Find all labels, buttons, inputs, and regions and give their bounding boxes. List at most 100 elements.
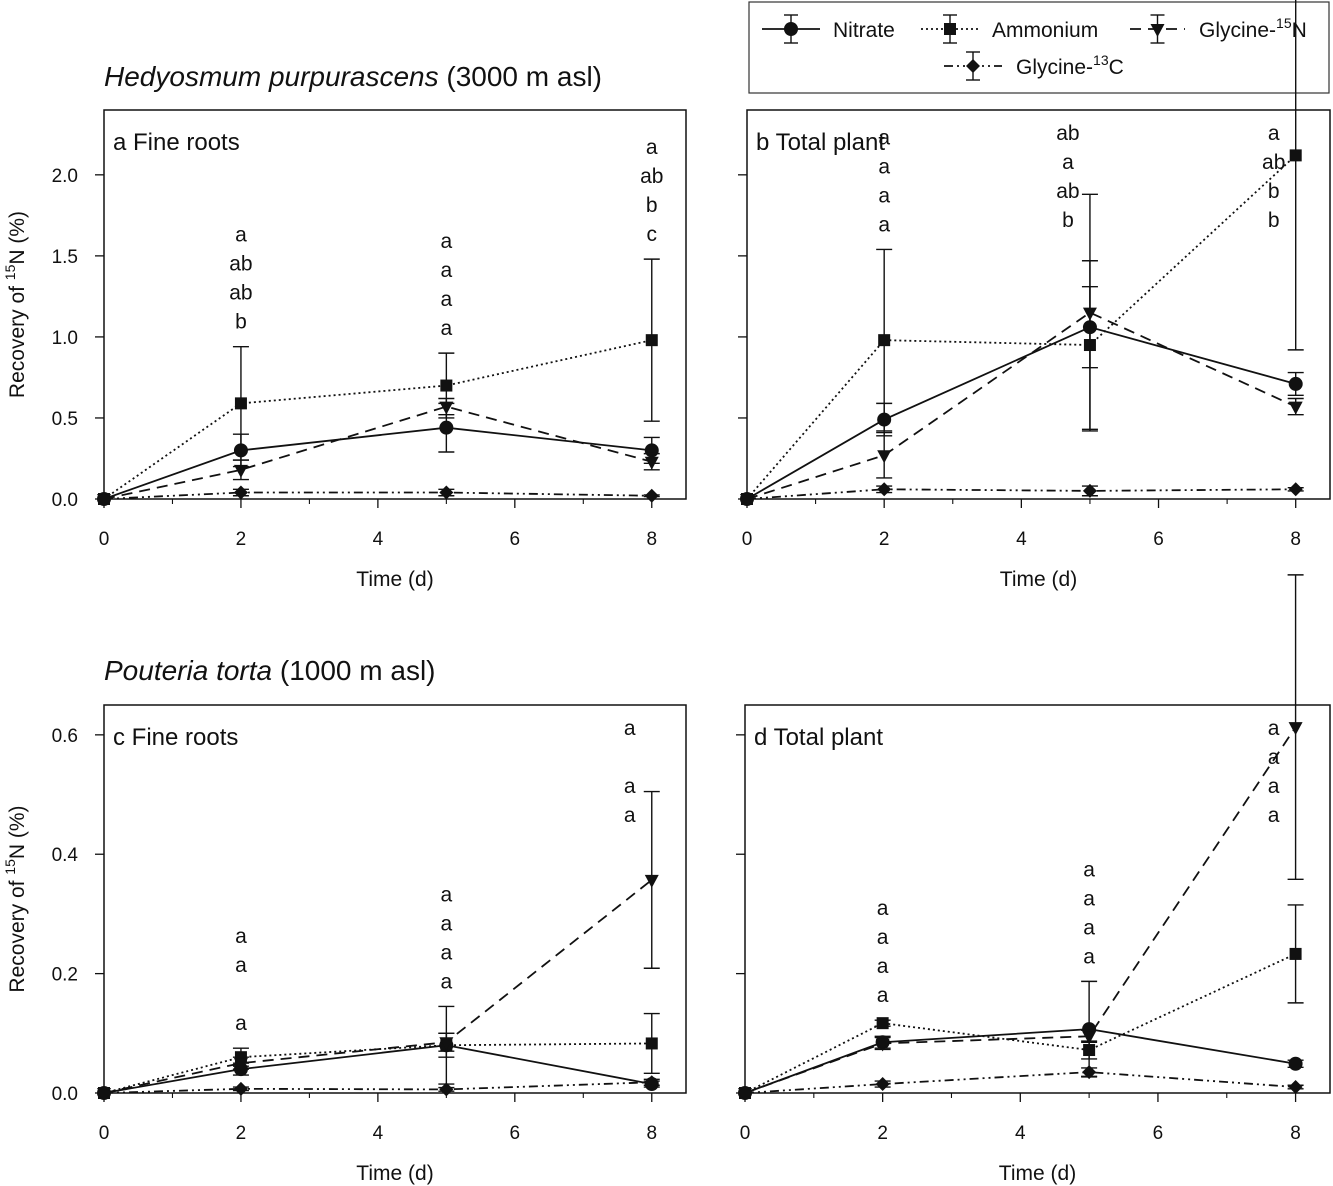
legend-marker-ammonium <box>944 23 956 35</box>
x-tick-label: 4 <box>1015 1123 1026 1144</box>
x-tick-label: 0 <box>99 529 110 550</box>
series-line <box>744 1071 1296 1094</box>
sig-letter: a <box>441 288 453 311</box>
series-line <box>746 154 1297 500</box>
point-gly13 <box>1288 1080 1303 1095</box>
x-tick-label: 2 <box>236 529 247 550</box>
significance-letters: a ab bb <box>1262 122 1285 232</box>
sig-letter: a <box>1083 945 1095 968</box>
sig-letter: a <box>877 984 889 1007</box>
x-tick-label: 8 <box>646 1123 657 1144</box>
legend-marker-nitrate <box>784 22 798 36</box>
y-tick-label: 2.0 <box>52 166 78 187</box>
sig-letter: b <box>1268 209 1280 232</box>
y-tick-label: 0.0 <box>52 1084 78 1105</box>
sig-letter: a <box>235 925 247 948</box>
point-gly13 <box>1082 483 1097 498</box>
sig-letter: a <box>441 912 453 935</box>
sig-letter: a <box>878 184 890 207</box>
point-gly13 <box>439 485 454 500</box>
series-line <box>103 426 652 500</box>
y-tick-label: 1.5 <box>52 247 78 268</box>
point-gly15 <box>1288 401 1303 415</box>
sig-letter: a <box>441 317 453 340</box>
series-gly13 <box>97 485 660 506</box>
sig-letter: ab <box>1262 151 1285 174</box>
sig-letter: ab <box>1056 180 1079 203</box>
series-ammonium <box>739 904 1304 1099</box>
sig-letter: a <box>441 259 453 282</box>
series-gly15 <box>97 397 660 507</box>
series-line <box>103 405 652 500</box>
x-tick-label: 4 <box>373 1123 384 1144</box>
sig-letter: b <box>1062 209 1074 232</box>
point-gly13 <box>738 1086 752 1100</box>
y-tick-label: 0.6 <box>52 726 78 747</box>
panel-c: 0 2 4 6 8 0.0 0.2 0.4 0.6 Time (d) Recovery of 15N… <box>2 704 687 1185</box>
point-ammonium <box>1289 149 1302 162</box>
x-tick-label: 0 <box>740 1123 751 1144</box>
sig-letter: a <box>1083 887 1095 910</box>
series-line <box>103 491 652 500</box>
sig-letter: c <box>647 223 658 246</box>
point-ammonium <box>645 1037 658 1050</box>
x-tick-label: 6 <box>510 1123 521 1144</box>
y-tick-label: 0.2 <box>52 965 78 986</box>
series-line <box>744 1028 1296 1094</box>
series-nitrate <box>740 285 1304 506</box>
panel-label: a Fine roots <box>113 129 240 156</box>
title-bottom-species: Pouteria torta <box>104 655 272 686</box>
point-gly15 <box>1082 1031 1097 1045</box>
point-ammonium <box>234 397 247 410</box>
sig-letter: a <box>441 970 453 993</box>
series-line <box>103 339 652 500</box>
series-gly15 <box>97 790 660 1101</box>
point-ammonium <box>440 379 453 392</box>
x-tick-label: 6 <box>1153 1123 1164 1144</box>
point-nitrate <box>1288 1056 1303 1071</box>
title-top-elev: (3000 m asl) <box>439 61 602 92</box>
x-tick-label: 2 <box>236 1123 247 1144</box>
point-gly13 <box>644 488 659 503</box>
point-gly13 <box>740 492 754 506</box>
significance-letters: a ab ab b <box>229 224 252 334</box>
point-gly13 <box>644 1075 659 1090</box>
sig-letter: a <box>646 136 658 159</box>
x-tick-label: 2 <box>877 1123 888 1144</box>
x-tick-label: 0 <box>742 529 753 550</box>
y-axis-label: Recovery of 15N (%) <box>2 211 29 398</box>
x-axis-label: Time (d) <box>999 1162 1076 1185</box>
title-top-species: Hedyosmum purpurascens <box>104 61 439 92</box>
series-nitrate <box>97 402 660 506</box>
x-tick-label: 8 <box>646 529 657 550</box>
point-gly15 <box>233 464 248 478</box>
sig-letter: a <box>624 717 636 740</box>
y-tick-label: 0.4 <box>52 845 79 866</box>
point-gly13 <box>233 1081 248 1096</box>
plot-frame <box>744 704 1331 1094</box>
legend-item-nitrate: Nitrate <box>762 14 895 44</box>
sig-letter: a <box>624 775 636 798</box>
legend-item-gly13: Glycine-13C <box>944 51 1124 81</box>
point-ammonium <box>1083 1044 1096 1057</box>
x-tick-label: 4 <box>373 529 384 550</box>
series-line <box>744 726 1297 1094</box>
series-line <box>746 311 1297 500</box>
sig-letter: a <box>235 1012 247 1035</box>
x-tick-label: 6 <box>510 529 521 550</box>
point-gly15 <box>1082 307 1097 321</box>
point-gly13 <box>877 482 892 497</box>
sig-letter: a <box>877 926 889 949</box>
x-axis-label: Time (d) <box>356 1162 433 1185</box>
series-line <box>746 488 1296 500</box>
point-gly13 <box>875 1077 890 1092</box>
legend-frame <box>748 1 1330 94</box>
series-line <box>103 879 653 1094</box>
